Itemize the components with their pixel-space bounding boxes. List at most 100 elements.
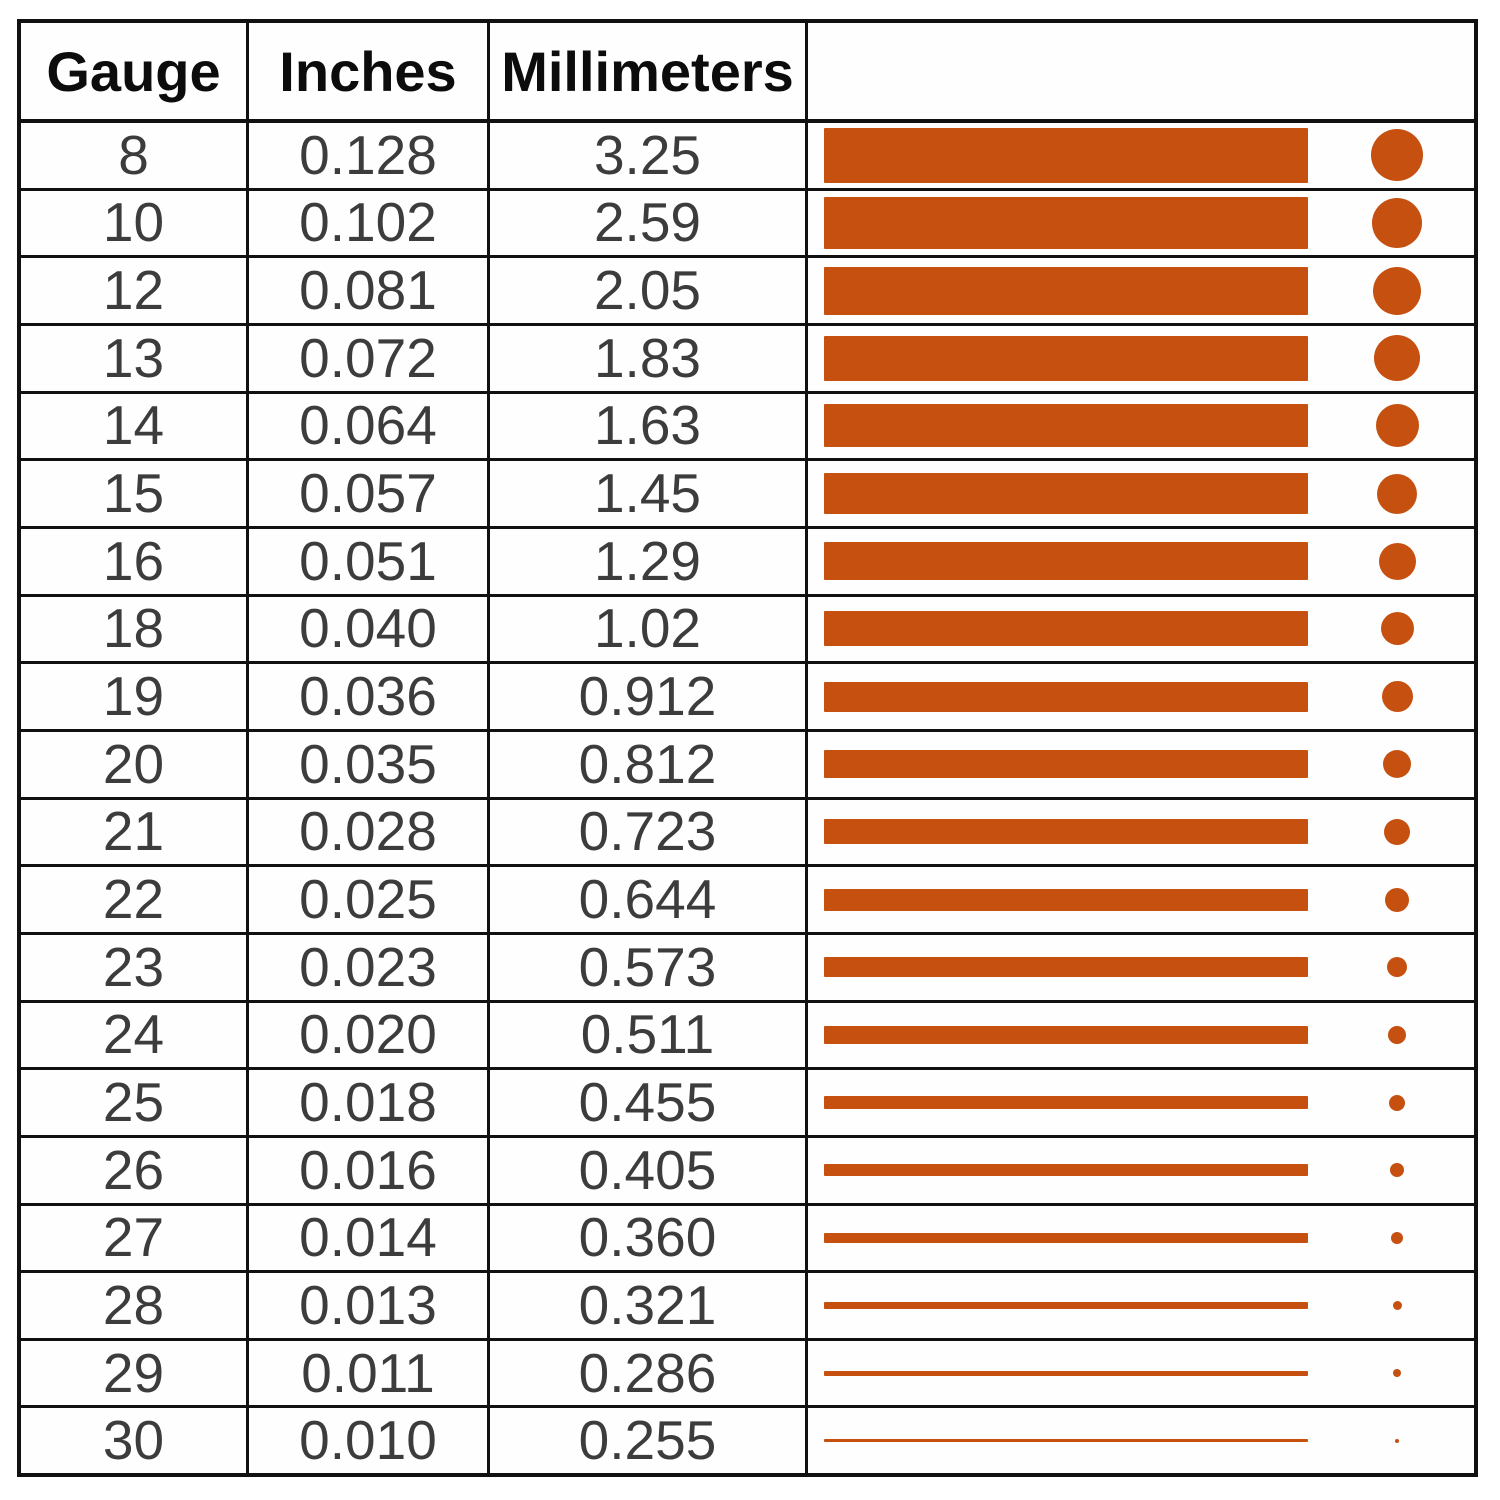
header-gauge: Gauge [21, 23, 249, 119]
gauge-value: 30 [21, 1408, 249, 1474]
table-row: 24 0.020 0.511 [21, 1002, 1474, 1071]
thickness-dot [1389, 1094, 1405, 1111]
inches-value: 0.035 [249, 731, 490, 797]
millimeters-value: 0.405 [490, 1137, 808, 1203]
table-row: 27 0.014 0.360 [21, 1205, 1474, 1274]
gauge-value: 26 [21, 1137, 249, 1203]
thickness-bar [824, 1370, 1308, 1376]
dot-zone [1308, 818, 1474, 845]
thickness-visual-cell [808, 664, 1474, 729]
table-row: 16 0.051 1.29 [21, 528, 1474, 597]
inches-value: 0.010 [249, 1408, 490, 1474]
header-inches: Inches [249, 23, 490, 119]
dot-zone [1308, 542, 1474, 580]
millimeters-value: 0.723 [490, 799, 808, 865]
thickness-visual-cell [808, 597, 1474, 662]
thickness-bar [824, 127, 1308, 183]
gauge-value: 12 [21, 258, 249, 323]
thickness-visual-cell [808, 867, 1474, 932]
thickness-visual-cell [808, 529, 1474, 594]
dot-zone [1308, 1094, 1474, 1111]
millimeters-value: 0.912 [490, 664, 808, 729]
inches-value: 0.064 [249, 393, 490, 459]
table-row: 22 0.025 0.644 [21, 867, 1474, 935]
dot-zone [1308, 1300, 1474, 1310]
thickness-dot [1378, 542, 1416, 580]
thickness-dot [1375, 404, 1419, 448]
table-row: 13 0.072 1.83 [21, 325, 1474, 394]
gauge-value: 25 [21, 1070, 249, 1135]
table-row: 20 0.035 0.812 [21, 731, 1474, 800]
thickness-visual-cell [808, 326, 1474, 391]
thickness-visual-cell [808, 1408, 1474, 1473]
inches-value: 0.016 [249, 1137, 490, 1203]
table-row: 29 0.011 0.286 [21, 1340, 1474, 1409]
table-row: 30 0.010 0.255 [21, 1408, 1474, 1474]
millimeters-value: 0.255 [490, 1408, 808, 1474]
gauge-value: 10 [21, 190, 249, 256]
dot-zone [1308, 1438, 1474, 1443]
thickness-bar [824, 1301, 1308, 1309]
thickness-dot [1371, 129, 1423, 182]
millimeters-value: 0.321 [490, 1273, 808, 1338]
thickness-bar [824, 1096, 1308, 1110]
gauge-value: 14 [21, 393, 249, 459]
gauge-value: 21 [21, 799, 249, 865]
gauge-value: 19 [21, 664, 249, 729]
thickness-dot [1381, 681, 1413, 713]
gauge-value: 16 [21, 528, 249, 594]
thickness-bar [824, 266, 1308, 315]
inches-value: 0.057 [249, 461, 490, 526]
dot-zone [1308, 887, 1474, 912]
thickness-visual-cell [808, 1206, 1474, 1271]
thickness-bar [824, 957, 1308, 978]
table-row: 12 0.081 2.05 [21, 258, 1474, 326]
thickness-dot [1380, 612, 1414, 646]
dot-zone [1308, 1231, 1474, 1244]
millimeters-value: 1.63 [490, 393, 808, 459]
thickness-bar [824, 196, 1308, 249]
thickness-bar [824, 819, 1308, 845]
table-row: 23 0.023 0.573 [21, 934, 1474, 1003]
gauge-value: 22 [21, 867, 249, 932]
thickness-visual-cell [808, 1273, 1474, 1338]
gauge-value: 28 [21, 1273, 249, 1338]
thickness-dot [1384, 818, 1410, 845]
thickness-dot [1373, 266, 1421, 315]
dot-zone [1308, 473, 1474, 514]
thickness-bar [824, 611, 1308, 647]
thickness-dot [1393, 1369, 1401, 1378]
inches-value: 0.025 [249, 867, 490, 932]
inches-value: 0.040 [249, 596, 490, 662]
wire-gauge-table: Gauge Inches Millimeters 8 0.128 3.25 10… [17, 19, 1478, 1477]
inches-value: 0.102 [249, 190, 490, 256]
thickness-dot [1383, 750, 1411, 779]
thickness-visual-cell [808, 732, 1474, 797]
millimeters-value: 1.83 [490, 325, 808, 391]
thickness-dot [1385, 887, 1409, 912]
millimeters-value: 0.286 [490, 1340, 808, 1406]
millimeters-value: 0.644 [490, 867, 808, 932]
millimeters-value: 0.812 [490, 731, 808, 797]
table-row: 18 0.040 1.02 [21, 596, 1474, 665]
header-visual-blank [808, 23, 1474, 119]
inches-value: 0.128 [249, 123, 490, 188]
millimeters-value: 1.45 [490, 461, 808, 526]
gauge-value: 27 [21, 1205, 249, 1271]
thickness-bar [824, 1439, 1308, 1443]
thickness-dot [1392, 1300, 1402, 1310]
thickness-visual-cell [808, 1341, 1474, 1406]
millimeters-value: 0.511 [490, 1002, 808, 1068]
thickness-visual-cell [808, 258, 1474, 323]
millimeters-value: 0.360 [490, 1205, 808, 1271]
table-row: 25 0.018 0.455 [21, 1070, 1474, 1138]
thickness-bar [824, 1025, 1308, 1044]
inches-value: 0.072 [249, 325, 490, 391]
millimeters-value: 0.455 [490, 1070, 808, 1135]
thickness-bar [824, 404, 1308, 448]
thickness-visual-cell [808, 1138, 1474, 1203]
millimeters-value: 0.573 [490, 934, 808, 1000]
inches-value: 0.020 [249, 1002, 490, 1068]
millimeters-value: 1.29 [490, 528, 808, 594]
table-row: 14 0.064 1.63 [21, 393, 1474, 462]
